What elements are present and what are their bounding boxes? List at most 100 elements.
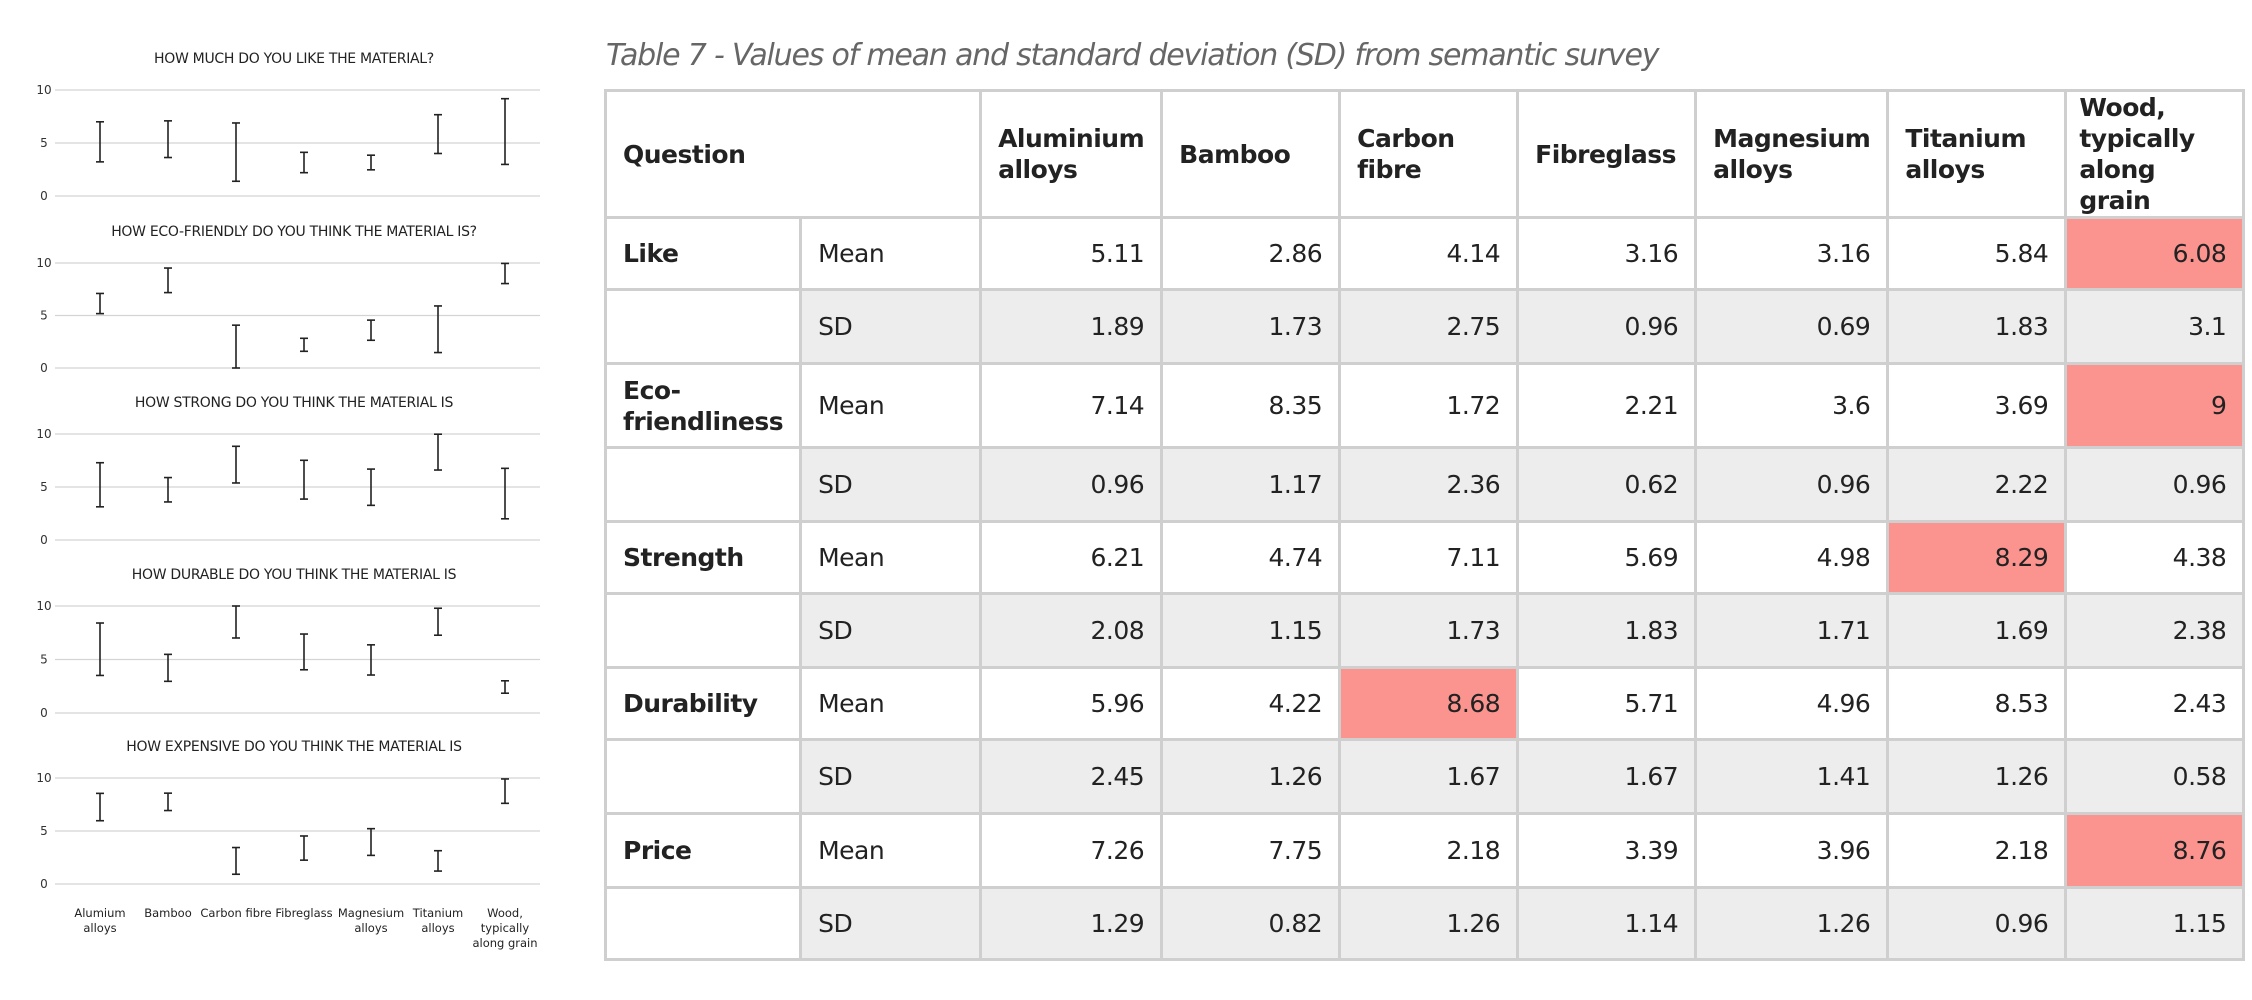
y-tick-label: 10 <box>36 599 51 613</box>
y-tick-label: 10 <box>36 771 51 785</box>
mean-value: 3.16 <box>1516 216 1698 291</box>
sd-value: 0.96 <box>1886 886 2068 961</box>
question-cell: Eco-​friendliness <box>603 362 803 449</box>
sd-value: 0.69 <box>1694 288 1890 365</box>
header-material: Bamboo <box>1160 89 1342 219</box>
question-cell-empty <box>603 738 803 815</box>
y-tick-label: 10 <box>36 83 51 97</box>
sd-value: 0.96 <box>2064 446 2246 523</box>
mean-label: Mean <box>799 362 983 449</box>
y-tick-label: 10 <box>36 427 51 441</box>
mean-value: 2.18 <box>1886 812 2068 889</box>
mean-value: 4.98 <box>1694 520 1890 595</box>
sd-value: 0.96 <box>1516 288 1698 365</box>
mean-value: 3.96 <box>1694 812 1890 889</box>
header-material: Titanium alloys <box>1886 89 2068 219</box>
table-row-mean: Price Mean 7.26 7.75 2.18 3.39 3.96 2.18 8.76 <box>603 812 2246 889</box>
sd-value: 0.62 <box>1516 446 1698 523</box>
y-tick-label: 5 <box>40 136 48 150</box>
mean-value: 2.21 <box>1516 362 1698 449</box>
sd-value: 1.73 <box>1160 288 1342 365</box>
sd-value: 1.26 <box>1886 738 2068 815</box>
sd-value: 1.67 <box>1338 738 1520 815</box>
mean-value: 4.22 <box>1160 666 1342 741</box>
sd-value: 1.26 <box>1694 886 1890 961</box>
sd-value: 1.83 <box>1886 288 2068 365</box>
sd-value: 3.1 <box>2064 288 2246 365</box>
table-row-sd: SD 1.29 0.82 1.26 1.14 1.26 0.96 1.15 <box>603 886 2246 961</box>
sd-value: 1.73 <box>1338 592 1520 669</box>
mean-value: 2.43 <box>2064 666 2246 741</box>
sd-value: 1.29 <box>979 886 1164 961</box>
mean-label: Mean <box>799 216 983 291</box>
mean-label: Mean <box>799 812 983 889</box>
sd-value: 1.26 <box>1338 886 1520 961</box>
sd-label: SD <box>799 288 983 365</box>
sd-value: 1.15 <box>2064 886 2246 961</box>
sd-value: 0.82 <box>1160 886 1342 961</box>
mean-value: 8.35 <box>1160 362 1342 449</box>
sd-label: SD <box>799 886 983 961</box>
y-tick-label: 0 <box>40 361 48 375</box>
y-tick-label: 10 <box>36 256 51 270</box>
mean-value: 6.08 <box>2064 216 2246 291</box>
question-cell-empty <box>603 446 803 523</box>
sd-value: 1.69 <box>1886 592 2068 669</box>
y-tick-label: 5 <box>40 480 48 494</box>
mean-value: 3.6 <box>1694 362 1890 449</box>
mean-value: 1.72 <box>1338 362 1520 449</box>
mean-value: 2.18 <box>1338 812 1520 889</box>
chart-title: HOW EXPENSIVE DO YOU THINK THE MATERIAL … <box>126 739 462 755</box>
header-material: Magnesium alloys <box>1694 89 1890 219</box>
question-cell: Like <box>603 216 803 291</box>
x-tick-label: Bamboo <box>144 906 192 920</box>
mean-value: 6.21 <box>979 520 1164 595</box>
mean-value: 2.86 <box>1160 216 1342 291</box>
chart-title: HOW DURABLE DO YOU THINK THE MATERIAL IS <box>132 567 457 583</box>
sd-value: 1.26 <box>1160 738 1342 815</box>
mean-label: Mean <box>799 520 983 595</box>
chart-svg: HOW MUCH DO YOU LIKE THE MATERIAL? 0 5 10 HO… <box>36 51 540 950</box>
sd-value: 2.38 <box>2064 592 2246 669</box>
mean-value: 3.16 <box>1694 216 1890 291</box>
x-tick-label: Carbon fibre <box>200 906 271 920</box>
mean-value: 5.84 <box>1886 216 2068 291</box>
question-cell-empty <box>603 288 803 365</box>
question-cell-empty <box>603 592 803 669</box>
mean-value: 4.14 <box>1338 216 1520 291</box>
sd-value: 2.08 <box>979 592 1164 669</box>
table-row-mean: Eco-​friendliness Mean 7.14 8.35 1.72 2.21 3.6… <box>603 362 2246 449</box>
header-material: Wood, typically along grain <box>2064 89 2246 219</box>
mean-value: 5.96 <box>979 666 1164 741</box>
survey-table: Question Aluminium alloys Bamboo Carbon fi… <box>603 89 2246 961</box>
sd-label: SD <box>799 592 983 669</box>
mean-value: 8.29 <box>1886 520 2068 595</box>
mean-value: 7.75 <box>1160 812 1342 889</box>
table-header-row: Question Aluminium alloys Bamboo Carbon fi… <box>603 89 2246 219</box>
mean-value: 5.69 <box>1516 520 1698 595</box>
sd-value: 2.36 <box>1338 446 1520 523</box>
mean-label: Mean <box>799 666 983 741</box>
sd-value: 1.15 <box>1160 592 1342 669</box>
mean-value: 8.68 <box>1338 666 1520 741</box>
sd-value: 1.89 <box>979 288 1164 365</box>
question-cell: Strength <box>603 520 803 595</box>
table-row-mean: Durability Mean 5.96 4.22 8.68 5.71 4.96 8.53 2.… <box>603 666 2246 741</box>
mean-value: 7.14 <box>979 362 1164 449</box>
table-caption: Table 7 - Values of mean and standard de… <box>606 38 1660 73</box>
sd-value: 0.58 <box>2064 738 2246 815</box>
x-tick-label: Alumium alloys <box>74 906 125 935</box>
mean-value: 3.69 <box>1886 362 2068 449</box>
table-row-mean: Like Mean 5.11 2.86 4.14 3.16 3.16 5.84 6.08 <box>603 216 2246 291</box>
x-tick-label: Magnesium alloys <box>338 906 404 935</box>
chart-title: HOW ECO-FRIENDLY DO YOU THINK THE MATERI… <box>111 224 477 240</box>
sd-value: 1.71 <box>1694 592 1890 669</box>
sd-value: 0.96 <box>1694 446 1890 523</box>
mean-value: 8.76 <box>2064 812 2246 889</box>
chart-title: HOW MUCH DO YOU LIKE THE MATERIAL? <box>154 51 434 67</box>
question-cell: Price <box>603 812 803 889</box>
mean-value: 7.11 <box>1338 520 1520 595</box>
table-row-sd: SD 0.96 1.17 2.36 0.62 0.96 2.22 0.96 <box>603 446 2246 523</box>
sd-label: SD <box>799 446 983 523</box>
header-question: Question <box>603 89 983 219</box>
